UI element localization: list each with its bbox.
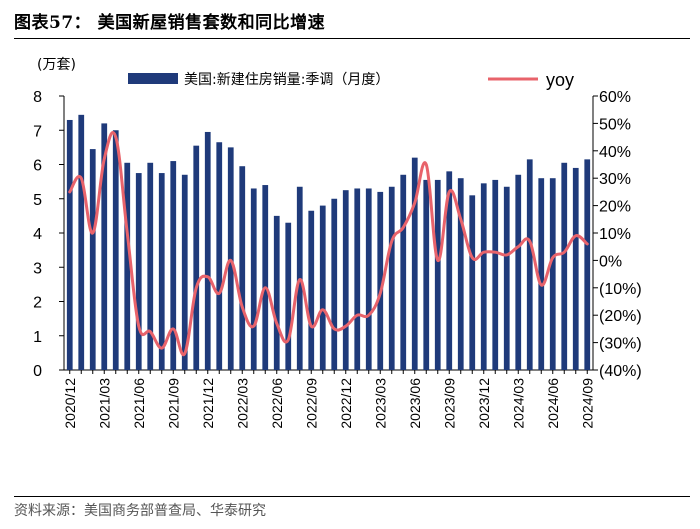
bar-2022/11: [331, 198, 338, 370]
right-tick-label: (30%): [599, 336, 642, 353]
right-tick-label: 30%: [599, 171, 631, 188]
bar-2023/08: [434, 179, 441, 370]
bar-2021/01: [78, 114, 85, 371]
bar-2022/03: [239, 166, 246, 370]
bar-2024/03: [515, 174, 522, 370]
x-tick-label: 2021/03: [96, 378, 112, 429]
bar-2022/06: [273, 215, 280, 370]
x-tick-label: 2022/03: [234, 378, 250, 429]
bar-2024/07: [561, 162, 568, 370]
bar-2023/03: [377, 191, 384, 370]
x-tick-label: 2023/03: [372, 378, 388, 429]
x-tick-label: 2024/09: [579, 378, 595, 429]
bar-2022/04: [250, 188, 257, 370]
bar-2023/09: [446, 171, 453, 370]
bar-2021/07: [147, 162, 154, 370]
bar-2021/10: [181, 174, 188, 370]
legend-bar-swatch: [128, 73, 178, 84]
x-tick-label: 2023/12: [476, 378, 492, 429]
bar-2022/01: [216, 142, 223, 370]
bar-2021/05: [124, 162, 131, 370]
title-bar: 图表57： 美国新屋销售套数和同比增速: [14, 6, 690, 39]
bar-2023/04: [388, 186, 395, 370]
bar-2022/07: [285, 222, 292, 370]
bar-2020/12: [66, 119, 73, 370]
right-tick-label: (10%): [599, 281, 642, 298]
bar-2021/12: [204, 131, 211, 370]
source-note: 资料来源：美国商务部普查局、华泰研究: [14, 503, 266, 519]
x-tick-label: 2024/03: [510, 378, 526, 429]
bar-2021/02: [89, 149, 96, 370]
title-divider: [14, 38, 690, 39]
x-tick-label: 2022/06: [269, 378, 285, 429]
left-tick-label: 4: [33, 226, 42, 243]
x-tick-label: 2021/12: [200, 378, 216, 429]
bar-2024/04: [526, 159, 533, 370]
bar-2021/04: [112, 130, 119, 370]
legend-line-label: yoy: [546, 70, 574, 90]
bar-2024/08: [572, 167, 579, 370]
right-tick-label: (40%): [599, 363, 642, 380]
left-tick-label: 2: [33, 295, 42, 312]
x-tick-label: 2020/12: [62, 378, 78, 429]
legend-bar-label: 美国:新建住房销量:季调（月度）: [184, 72, 389, 88]
bar-2024/01: [492, 179, 499, 370]
x-tick-label: 2021/06: [131, 378, 147, 429]
right-tick-label: 50%: [599, 116, 631, 133]
x-tick-label: 2023/09: [441, 378, 457, 429]
left-tick-label: 0: [33, 363, 42, 380]
bar-2021/03: [101, 123, 108, 371]
x-tick-label: 2024/06: [545, 378, 561, 429]
right-tick-label: 0%: [599, 253, 622, 270]
bar-2023/02: [365, 188, 372, 370]
bar-2024/05: [538, 178, 545, 370]
bar-2023/11: [469, 195, 476, 370]
bar-2022/02: [227, 147, 234, 370]
right-tick-label: 10%: [599, 226, 631, 243]
chart-title: 图表57： 美国新屋销售套数和同比增速: [14, 13, 326, 33]
bar-2023/01: [354, 188, 361, 370]
bar-2021/08: [158, 173, 165, 370]
bar-2023/10: [457, 178, 464, 370]
bar-2024/02: [503, 186, 510, 370]
bar-2023/06: [411, 157, 418, 370]
left-tick-label: 6: [33, 158, 42, 175]
right-tick-label: 20%: [599, 199, 631, 216]
yoy-line: [68, 130, 589, 357]
bar-2022/05: [262, 185, 269, 370]
x-tick-label: 2023/06: [407, 378, 423, 429]
left-tick-label: 5: [33, 192, 42, 209]
left-axis-unit: (万套): [37, 57, 76, 73]
bar-2022/09: [308, 210, 315, 370]
bar-2021/06: [135, 173, 142, 370]
bar-2023/05: [400, 174, 407, 370]
right-tick-label: 40%: [599, 144, 631, 161]
left-tick-label: 8: [33, 89, 42, 106]
bar-2023/07: [423, 179, 430, 370]
x-tick-label: 2021/09: [165, 378, 181, 429]
left-tick-label: 1: [33, 329, 42, 346]
x-tick-label: 2022/12: [338, 378, 354, 429]
x-tick-label: 2022/09: [303, 378, 319, 429]
bar-2024/09: [584, 159, 591, 370]
left-tick-label: 7: [33, 123, 42, 140]
bar-2022/12: [342, 190, 349, 370]
left-tick-label: 3: [33, 260, 42, 277]
bar-2024/06: [549, 178, 556, 370]
bar-2021/09: [170, 161, 177, 370]
right-tick-label: (20%): [599, 308, 642, 325]
bar-2023/12: [480, 183, 487, 370]
bar-2021/11: [193, 145, 200, 370]
right-tick-label: 60%: [599, 89, 631, 106]
bar-2022/10: [319, 205, 326, 370]
footer-divider: [14, 496, 690, 497]
